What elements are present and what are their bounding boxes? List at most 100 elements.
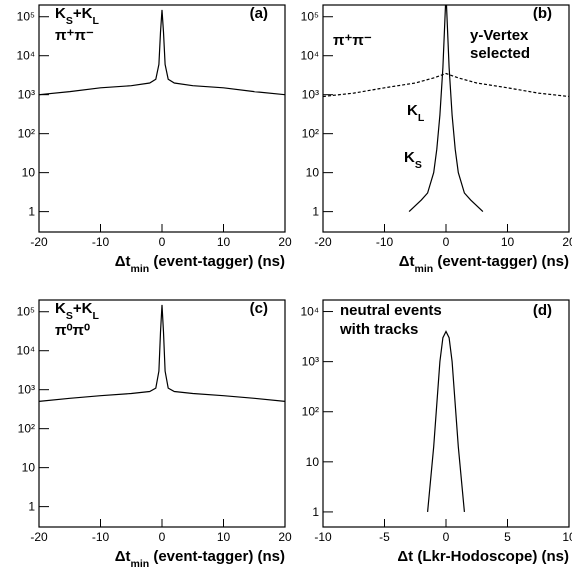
text-part: (event-tagger) (ns)	[149, 548, 285, 565]
text-part: (event-tagger) (ns)	[433, 253, 569, 270]
text-part: (b)	[533, 5, 552, 22]
x-tick-label: -10	[376, 235, 394, 249]
y-tick-label: 10³	[18, 88, 35, 102]
y-tick-label: 10²	[302, 127, 319, 141]
y-tick-label: 10⁵	[17, 305, 35, 319]
y-tick-label: 10³	[302, 355, 319, 369]
text-part: K	[55, 5, 66, 22]
x-tick-label: 0	[443, 235, 450, 249]
annotation: KL	[407, 102, 425, 124]
y-tick-label: 10³	[302, 88, 319, 102]
text-part: K	[404, 149, 415, 166]
text-part: neutral events	[340, 302, 442, 319]
text-part: π⁺π⁻	[55, 27, 94, 44]
x-axis-label: Δtmin (event-tagger) (ns)	[399, 253, 569, 275]
y-tick-label: 1	[312, 505, 319, 519]
y-tick-label: 10⁵	[17, 10, 35, 24]
y-tick-label: 10	[306, 455, 320, 469]
annotation: y-Vertex	[470, 27, 529, 44]
y-tick-label: 10⁴	[16, 344, 35, 358]
x-tick-label: 20	[562, 235, 572, 249]
x-tick-label: 10	[562, 530, 572, 544]
text-part: (event-tagger) (ns)	[149, 253, 285, 270]
y-tick-label: 1	[28, 500, 35, 514]
text-part: (d)	[533, 302, 552, 319]
x-tick-label: 5	[504, 530, 511, 544]
x-tick-label: -10	[92, 530, 110, 544]
y-tick-label: 10⁵	[301, 10, 319, 24]
x-tick-label: 0	[159, 530, 166, 544]
text-part: +K	[73, 300, 93, 317]
text-part: min	[414, 263, 433, 275]
x-tick-label: 10	[501, 235, 515, 249]
x-tick-label: -5	[379, 530, 390, 544]
annotation: π⁰π⁰	[55, 322, 90, 339]
x-tick-label: -20	[314, 235, 332, 249]
annotation: neutral events	[340, 302, 442, 319]
annotation: KS+KL	[55, 300, 99, 322]
text-part: π⁰π⁰	[55, 322, 90, 339]
text-part: L	[92, 310, 99, 322]
y-tick-label: 10²	[18, 422, 35, 436]
x-tick-label: -20	[30, 530, 48, 544]
y-tick-label: 10	[306, 166, 320, 180]
x-tick-label: 0	[443, 530, 450, 544]
x-axis-label: Δtmin (event-tagger) (ns)	[115, 253, 285, 275]
text-part: Δt	[115, 548, 131, 565]
y-tick-label: 10⁴	[300, 49, 319, 63]
text-part: y-Vertex	[470, 27, 529, 44]
x-tick-label: 10	[217, 530, 231, 544]
text-part: S	[66, 310, 73, 322]
text-part: min	[130, 558, 149, 570]
data-line	[39, 304, 285, 402]
x-tick-label: -10	[92, 235, 110, 249]
text-part: min	[130, 263, 149, 275]
data-line	[323, 72, 569, 98]
text-part: S	[66, 15, 73, 27]
text-part: L	[92, 15, 99, 27]
y-tick-label: 10³	[18, 383, 35, 397]
data-line	[39, 9, 285, 96]
annotation: KS+KL	[55, 5, 99, 27]
y-tick-label: 10²	[18, 127, 35, 141]
x-tick-label: 0	[159, 235, 166, 249]
annotation: with tracks	[339, 321, 418, 338]
text-part: Δt (Lkr-Hodoscope) (ns)	[397, 548, 569, 565]
annotation: (d)	[533, 302, 552, 319]
y-tick-label: 10⁴	[16, 49, 35, 63]
x-tick-label: -10	[314, 530, 332, 544]
text-part: π⁺π⁻	[333, 32, 372, 49]
text-part: with tracks	[339, 321, 418, 338]
y-tick-label: 10⁴	[300, 305, 319, 319]
text-part: (c)	[250, 300, 268, 317]
text-part: selected	[470, 45, 530, 62]
annotation: (a)	[250, 5, 268, 22]
y-tick-label: 1	[312, 205, 319, 219]
data-line	[408, 5, 484, 213]
y-tick-label: 10	[22, 461, 36, 475]
annotation: π⁺π⁻	[333, 32, 372, 49]
annotation: (b)	[533, 5, 552, 22]
x-axis-label: Δt (Lkr-Hodoscope) (ns)	[397, 548, 569, 565]
y-tick-label: 1	[28, 205, 35, 219]
text-part: +K	[73, 5, 93, 22]
annotation: (c)	[250, 300, 268, 317]
annotation: selected	[470, 45, 530, 62]
x-tick-label: -20	[30, 235, 48, 249]
y-tick-label: 10²	[302, 405, 319, 419]
text-part: (a)	[250, 5, 268, 22]
x-tick-label: 20	[278, 235, 292, 249]
annotation: π⁺π⁻	[55, 27, 94, 44]
text-part: K	[407, 102, 418, 119]
text-part: Δt	[399, 253, 415, 270]
x-tick-label: 10	[217, 235, 231, 249]
text-part: L	[418, 112, 425, 124]
annotation: KS	[404, 149, 422, 171]
y-tick-label: 10	[22, 166, 36, 180]
x-tick-label: 20	[278, 530, 292, 544]
text-part: S	[415, 159, 422, 171]
text-part: K	[55, 300, 66, 317]
data-line	[427, 330, 465, 512]
text-part: Δt	[115, 253, 131, 270]
